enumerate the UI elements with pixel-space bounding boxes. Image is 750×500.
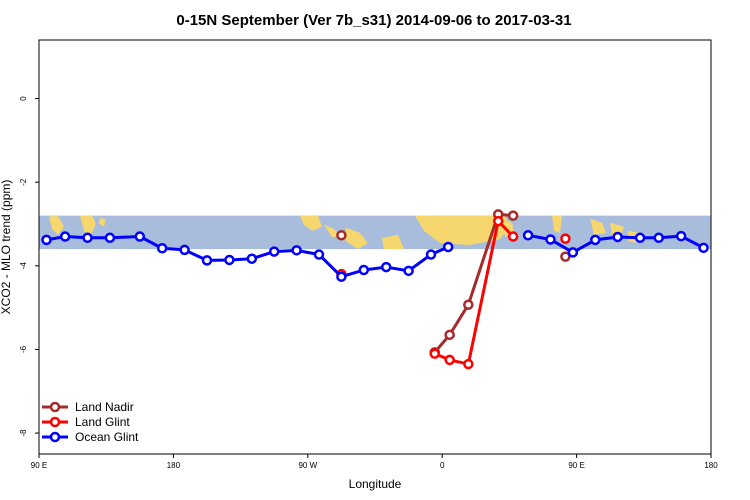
x-tick-label: 90 W — [298, 461, 317, 470]
x-tick-label: 0 — [440, 461, 445, 470]
plot-frame — [38, 39, 712, 455]
data-point-ocean-glint — [156, 243, 168, 254]
data-point-land-glint — [429, 348, 440, 359]
data-point-ocean-glint — [634, 232, 646, 244]
data-point-ocean-glint — [403, 265, 414, 277]
data-point-land-glint — [492, 215, 504, 227]
legend-label: Land Glint — [75, 415, 130, 429]
x-tick-label: 90 E — [568, 461, 584, 470]
data-point-ocean-glint — [545, 234, 556, 245]
data-point-ocean-glint — [313, 249, 325, 260]
legend-marker — [49, 431, 61, 443]
legend-label: Land Nadir — [75, 400, 134, 414]
data-point-ocean-glint — [675, 230, 687, 242]
data-point-ocean-glint — [590, 234, 601, 246]
legend-marker — [49, 401, 61, 413]
y-tick-label: 0 — [19, 96, 28, 101]
data-point-ocean-glint — [425, 249, 437, 260]
legend-label: Ocean Glint — [75, 430, 139, 444]
data-point-land-nadir — [444, 329, 455, 341]
x-axis-label: Longitude — [349, 477, 402, 491]
y-tick-label: -2 — [19, 178, 28, 186]
data-point-ocean-glint — [59, 231, 71, 242]
data-point-land-nadir — [336, 230, 347, 241]
y-tick-label: -8 — [19, 429, 28, 437]
legend-item-land-glint: Land Glint — [42, 415, 130, 429]
series-layer — [41, 209, 709, 370]
data-point-ocean-glint — [698, 242, 709, 254]
data-point-ocean-glint — [442, 241, 454, 253]
data-point-ocean-glint — [522, 230, 534, 241]
data-point-ocean-glint — [201, 255, 213, 266]
data-point-land-nadir — [507, 210, 519, 221]
x-tick-label: 90 E — [31, 461, 47, 470]
data-point-ocean-glint — [82, 232, 93, 244]
data-point-land-glint — [560, 233, 571, 244]
series-ocean-glint — [41, 230, 709, 282]
y-tick-label: -6 — [19, 345, 28, 353]
data-point-ocean-glint — [104, 232, 116, 244]
data-point-land-nadir — [463, 299, 474, 310]
y-axis-label: XCO2 - MLO trend (ppm) — [0, 180, 13, 315]
data-point-ocean-glint — [358, 264, 370, 276]
legend-marker — [49, 416, 61, 428]
x-tick-label: 180 — [167, 461, 181, 470]
data-point-ocean-glint — [336, 271, 347, 282]
y-axis: 0 -2 -4 -6 -8 — [19, 96, 39, 437]
x-tick-label: 180 — [704, 461, 718, 470]
data-point-ocean-glint — [246, 253, 258, 264]
data-point-ocean-glint — [41, 234, 52, 246]
legend-item-ocean-glint: Ocean Glint — [42, 430, 139, 444]
data-point-ocean-glint — [179, 244, 190, 256]
data-point-ocean-glint — [291, 245, 302, 256]
y-tick-label: -4 — [19, 262, 28, 270]
legend-item-land-nadir: Land Nadir — [42, 400, 134, 414]
data-point-land-glint — [444, 354, 455, 366]
data-point-ocean-glint — [653, 232, 664, 244]
data-point-land-glint — [507, 231, 519, 242]
data-point-ocean-glint — [380, 261, 392, 273]
x-axis: 90 E 180 90 W 0 90 E 180 — [31, 454, 718, 470]
data-point-ocean-glint — [134, 231, 146, 242]
data-point-land-nadir — [560, 251, 571, 262]
data-point-ocean-glint — [268, 246, 280, 257]
series-land-glint — [336, 215, 571, 370]
data-point-ocean-glint — [612, 231, 623, 243]
data-point-ocean-glint — [567, 247, 579, 258]
data-point-land-glint — [463, 358, 474, 370]
chart-title: 0-15N September (Ver 7b_s31) 2014-09-06 … — [176, 12, 571, 29]
data-point-ocean-glint — [224, 254, 235, 266]
